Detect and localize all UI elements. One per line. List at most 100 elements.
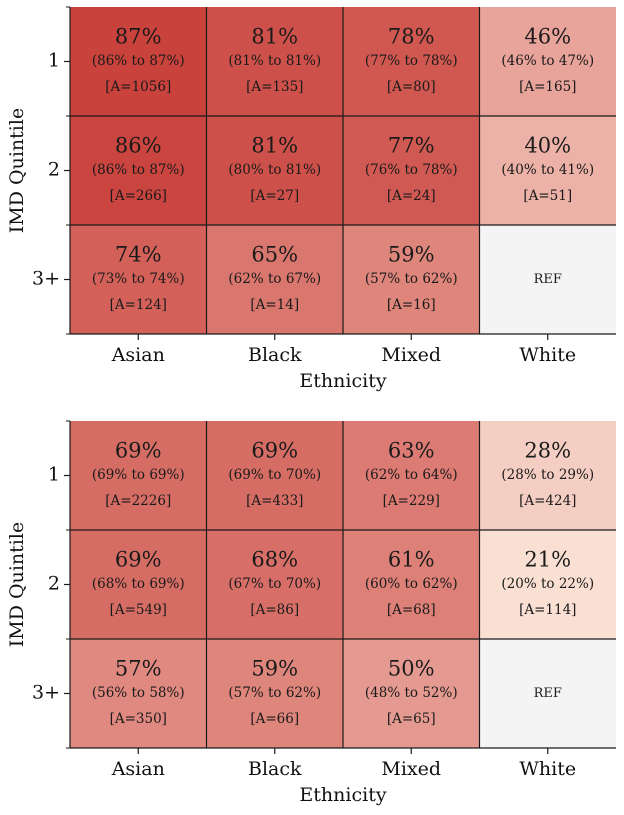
- y-tick-label: 2: [48, 159, 60, 181]
- cell-percent: 81%: [251, 25, 298, 49]
- cell-fill: [70, 639, 207, 748]
- cell-fill: [479, 116, 616, 225]
- heatmap-cell: 28% (28% to 29%) [A=424]: [479, 421, 616, 530]
- cell-fill: [479, 530, 616, 639]
- cell-percent: 50%: [388, 657, 435, 681]
- cell-fill: [70, 116, 207, 225]
- cell-percent: 74%: [115, 243, 162, 267]
- cell-confidence-interval: (60% to 62%): [365, 576, 458, 592]
- cell-percent: 59%: [251, 657, 298, 681]
- cell-percent: 46%: [524, 25, 571, 49]
- cell-fill: [343, 7, 480, 116]
- cell-count: [A=433]: [246, 493, 303, 509]
- cell-percent: 59%: [388, 243, 435, 267]
- cell-percent: 61%: [388, 548, 435, 572]
- cell-percent: 86%: [115, 134, 162, 158]
- cell-count: [A=24]: [387, 188, 436, 204]
- y-axis-title: IMD Quintile: [6, 522, 28, 647]
- cell-confidence-interval: (69% to 69%): [92, 467, 185, 483]
- cell-count: [A=27]: [250, 188, 299, 204]
- cell-confidence-interval: (73% to 74%): [92, 271, 185, 287]
- cell-count: [A=1056]: [105, 79, 171, 95]
- cell-confidence-interval: (62% to 64%): [365, 467, 458, 483]
- cell-count: [A=165]: [519, 79, 576, 95]
- heatmap-cell: 59% (57% to 62%) [A=66]: [206, 639, 343, 748]
- cell-count: [A=135]: [246, 79, 303, 95]
- cell-fill: [479, 421, 616, 530]
- cell-percent: 21%: [524, 548, 571, 572]
- heatmap-cell: REF: [479, 639, 616, 748]
- heatmap-cell: 86% (86% to 87%) [A=266]: [70, 116, 207, 225]
- cell-confidence-interval: (77% to 78%): [365, 53, 458, 69]
- cell-fill: [343, 530, 480, 639]
- cell-percent: 68%: [251, 548, 298, 572]
- heatmap-cell: 87% (86% to 87%) [A=1056]: [70, 7, 207, 116]
- x-axis-title: Ethnicity: [299, 784, 386, 806]
- heatmap-cell: 77% (76% to 78%) [A=24]: [343, 116, 480, 225]
- cell-count: [A=114]: [519, 602, 576, 618]
- cell-count: [A=80]: [387, 79, 436, 95]
- heatmap-cell: 59% (57% to 62%) [A=16]: [343, 225, 480, 334]
- cell-fill: [70, 530, 207, 639]
- cell-count: [A=68]: [387, 602, 436, 618]
- x-tick-label: Asian: [111, 758, 165, 780]
- cell-confidence-interval: (46% to 47%): [501, 53, 594, 69]
- cell-count: [A=14]: [250, 297, 299, 313]
- cell-confidence-interval: (57% to 62%): [365, 271, 458, 287]
- cell-fill: [343, 639, 480, 748]
- cell-confidence-interval: (80% to 81%): [228, 162, 321, 178]
- cell-count: [A=51]: [523, 188, 572, 204]
- cell-fill: [343, 116, 480, 225]
- cell-confidence-interval: (28% to 29%): [501, 467, 594, 483]
- y-tick-label: 1: [48, 464, 60, 486]
- y-axis-title: IMD Quintile: [6, 108, 28, 233]
- cell-percent: 69%: [115, 439, 162, 463]
- x-tick-label: White: [519, 758, 576, 780]
- cell-confidence-interval: (20% to 22%): [501, 576, 594, 592]
- cell-fill: [479, 639, 616, 748]
- cell-percent: 40%: [524, 134, 571, 158]
- cell-confidence-interval: (62% to 67%): [228, 271, 321, 287]
- cell-count: [A=124]: [110, 297, 167, 313]
- x-tick-label: Mixed: [381, 344, 441, 366]
- cell-count: [A=16]: [387, 297, 436, 313]
- cell-percent: 81%: [251, 134, 298, 158]
- x-tick-label: Asian: [111, 344, 165, 366]
- cell-confidence-interval: (40% to 41%): [501, 162, 594, 178]
- cell-count: [A=66]: [250, 711, 299, 727]
- y-tick-label: 3+: [32, 268, 60, 290]
- cell-fill: [206, 530, 343, 639]
- cell-confidence-interval: (86% to 87%): [92, 162, 185, 178]
- cell-confidence-interval: (76% to 78%): [365, 162, 458, 178]
- heatmap-cell: 68% (67% to 70%) [A=86]: [206, 530, 343, 639]
- cell-count: [A=266]: [110, 188, 167, 204]
- heatmap-cell: 61% (60% to 62%) [A=68]: [343, 530, 480, 639]
- cell-fill: [206, 225, 343, 334]
- cell-confidence-interval: (86% to 87%): [92, 53, 185, 69]
- cell-count: [A=229]: [383, 493, 440, 509]
- cell-fill: [479, 7, 616, 116]
- cell-count: [A=65]: [387, 711, 436, 727]
- y-tick-label: 3+: [32, 682, 60, 704]
- heatmap-cell: 63% (62% to 64%) [A=229]: [343, 421, 480, 530]
- heatmap-cell: 65% (62% to 67%) [A=14]: [206, 225, 343, 334]
- cell-count: [A=86]: [250, 602, 299, 618]
- heatmap-cell: REF: [479, 225, 616, 334]
- heatmap-cell: 21% (20% to 22%) [A=114]: [479, 530, 616, 639]
- cell-fill: [206, 421, 343, 530]
- heatmap-panel-2: 69% (69% to 69%) [A=2226] 69% (69% to 70%) [A…: [6, 420, 616, 806]
- cell-fill: [343, 225, 480, 334]
- cell-confidence-interval: (57% to 62%): [228, 685, 321, 701]
- heatmap-cell: 81% (80% to 81%) [A=27]: [206, 116, 343, 225]
- ref-label: REF: [534, 686, 562, 701]
- y-tick-label: 1: [48, 50, 60, 72]
- x-axis-title: Ethnicity: [299, 370, 386, 392]
- cell-count: [A=2226]: [105, 493, 171, 509]
- cell-fill: [70, 421, 207, 530]
- cell-percent: 28%: [524, 439, 571, 463]
- heatmap-cell: 81% (81% to 81%) [A=135]: [206, 7, 343, 116]
- y-tick-label: 2: [48, 573, 60, 595]
- cell-confidence-interval: (67% to 70%): [228, 576, 321, 592]
- heatmap-cell: 78% (77% to 78%) [A=80]: [343, 7, 480, 116]
